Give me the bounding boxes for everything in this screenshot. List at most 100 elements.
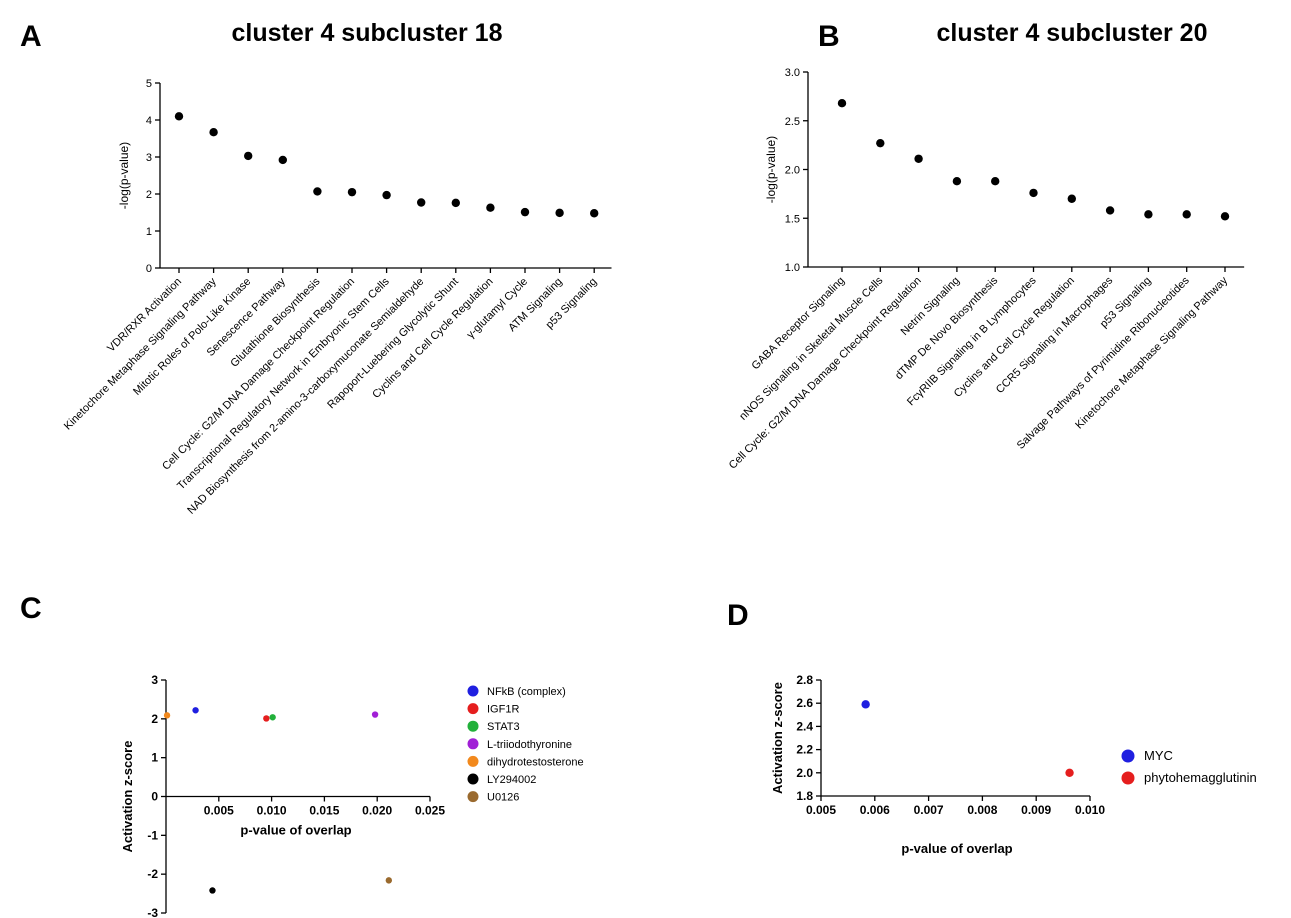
chart-b-y-tick-label: 1.0 (785, 262, 800, 274)
chart-c-upstream-regulators: -3 -2 -1 0 1 2 3 0.005 0.010 0.015 0.020 0.025 p-val… (120, 673, 584, 918)
chart-a-data-point (313, 187, 322, 196)
chart-b-data-point (1220, 212, 1230, 221)
chart-c-legend-label: L-triiodothyronine (487, 739, 572, 751)
chart-c-y-axis-label: Activation z-score (120, 741, 135, 853)
chart-a-category-label: Rapoport-Luebering Glycolytic Shunt (325, 276, 461, 412)
chart-b-data-point (914, 154, 923, 163)
chart-a-data-point (417, 198, 426, 207)
chart-c-data-point (371, 711, 379, 718)
chart-b-data-point (1029, 188, 1038, 198)
chart-a-title: cluster 4 subcluster 18 (232, 19, 503, 47)
chart-b-y-tick-label: 2.5 (785, 116, 800, 128)
chart-a-y-tick-label: 2 (146, 189, 152, 201)
chart-c-x-tick-label: 0.015 (309, 804, 339, 818)
chart-b-data-point (1067, 194, 1077, 203)
chart-b-data-point (876, 138, 885, 148)
chart-c-x-tick-label: 0.005 (204, 804, 234, 818)
chart-a-data-point (174, 112, 184, 121)
chart-d-legend-label: phytohemagglutinin (1144, 770, 1257, 785)
chart-c-data-point (192, 707, 199, 714)
chart-b-cluster4-subcluster20: cluster 4 subcluster 20 1.0 1.5 2.0 2.5 3.0 -l… (727, 19, 1245, 472)
chart-c-legend-marker (467, 773, 479, 785)
panel-label-c: C (20, 592, 42, 625)
chart-c-legend-label: STAT3 (487, 721, 520, 733)
chart-a-data-point (555, 208, 564, 218)
chart-b-data-point (1182, 210, 1191, 219)
chart-c-x-axis-label: p-value of overlap (240, 823, 351, 838)
chart-a-data-point (382, 190, 391, 200)
chart-b-y-tick-label: 3.0 (785, 67, 800, 79)
chart-b-data-point (952, 177, 962, 186)
chart-d-y-tick-label: 1.8 (796, 789, 813, 803)
chart-a-y-tick-label: 1 (146, 226, 152, 238)
chart-c-y-tick-label: 1 (151, 751, 158, 765)
chart-c-x-tick-label: 0.010 (257, 804, 287, 818)
chart-c-legend-marker (467, 720, 479, 732)
chart-c-y-tick-label: 0 (151, 790, 158, 804)
chart-d-data-point (861, 700, 870, 709)
chart-a-y-tick-label: 3 (146, 152, 152, 164)
chart-a-data-point (209, 128, 218, 137)
chart-d-x-tick-label: 0.009 (1021, 803, 1051, 817)
chart-d-legend-marker (1121, 749, 1135, 763)
chart-a-data-point (520, 207, 530, 217)
chart-d-x-tick-label: 0.005 (806, 803, 836, 817)
chart-c-data-point (163, 712, 171, 719)
chart-b-data-point (991, 177, 1000, 186)
chart-c-legend-marker (467, 791, 479, 803)
chart-b-category-label: nNOS Signaling in Skeletal Muscle Cells (737, 274, 885, 422)
chart-d-y-tick-label: 2.4 (796, 719, 813, 733)
chart-c-data-point (209, 887, 216, 894)
chart-c-legend-marker (467, 685, 479, 697)
chart-a-category-label: γ-glutamyl Cycle (465, 276, 531, 342)
chart-c-legend-label: IGF1R (487, 704, 519, 716)
chart-c-x-tick-label: 0.025 (415, 804, 445, 818)
chart-b-title: cluster 4 subcluster 20 (937, 19, 1208, 47)
chart-c-legend-label: NFkB (complex) (487, 686, 566, 698)
chart-d-x-tick-label: 0.008 (967, 803, 997, 817)
chart-a-data-point (590, 209, 599, 218)
chart-a-data-point (486, 203, 495, 212)
chart-c-legend-label: LY294002 (487, 774, 536, 786)
chart-b-y-tick-label: 2.0 (785, 165, 800, 177)
chart-d-y-tick-label: 2.0 (796, 766, 813, 780)
chart-c-legend-marker (467, 703, 479, 715)
chart-c-legend-label: dihydrotestosterone (487, 756, 584, 768)
chart-d-y-tick-label: 2.6 (796, 696, 813, 710)
chart-c-legend-label: U0126 (487, 792, 519, 804)
panel-label-b: B (818, 20, 840, 53)
chart-c-y-tick-label: 3 (151, 673, 158, 687)
chart-b-y-tick-label: 1.5 (785, 213, 800, 225)
panel-label-a: A (20, 20, 42, 53)
chart-a-data-point (451, 198, 460, 208)
chart-a-category-label: Kinetochore Metaphase Signaling Pathway (62, 275, 219, 432)
chart-c-legend-marker (467, 755, 479, 767)
chart-d-x-tick-label: 0.006 (860, 803, 890, 817)
chart-d-x-tick-label: 0.010 (1075, 803, 1105, 817)
chart-d-data-point (1065, 768, 1074, 777)
chart-d-x-axis-label: p-value of overlap (901, 841, 1012, 856)
panel-label-d: D (727, 599, 749, 632)
chart-a-cluster4-subcluster18: cluster 4 subcluster 18 0 1 2 3 4 5 -log(p-valu… (62, 19, 612, 517)
chart-b-data-point (1144, 210, 1153, 219)
chart-c-y-tick-label: -1 (147, 828, 158, 842)
chart-a-y-tick-label: 4 (146, 115, 152, 127)
chart-a-data-point (278, 155, 287, 165)
chart-c-y-tick-label: -2 (147, 867, 158, 881)
chart-d-legend-label: MYC (1144, 748, 1173, 763)
chart-c-y-tick-label: 2 (151, 712, 158, 726)
chart-a-data-point (347, 187, 357, 197)
chart-d-upstream-regulators: 1.8 2.0 2.2 2.4 2.6 2.8 0.005 0.006 0.007 0.008 0.… (770, 673, 1257, 856)
chart-c-data-point (269, 714, 276, 721)
chart-a-data-point (244, 151, 253, 161)
chart-b-data-point (1105, 206, 1115, 215)
chart-d-y-tick-label: 2.8 (796, 673, 813, 687)
chart-c-y-tick-label: -3 (147, 906, 158, 918)
chart-d-x-tick-label: 0.007 (914, 803, 944, 817)
chart-b-y-axis-label: -log(p-value) (764, 136, 778, 203)
chart-b-data-point (837, 99, 847, 108)
chart-c-x-tick-label: 0.020 (362, 804, 392, 818)
chart-c-data-point (263, 715, 270, 722)
chart-d-legend-marker (1121, 771, 1135, 785)
